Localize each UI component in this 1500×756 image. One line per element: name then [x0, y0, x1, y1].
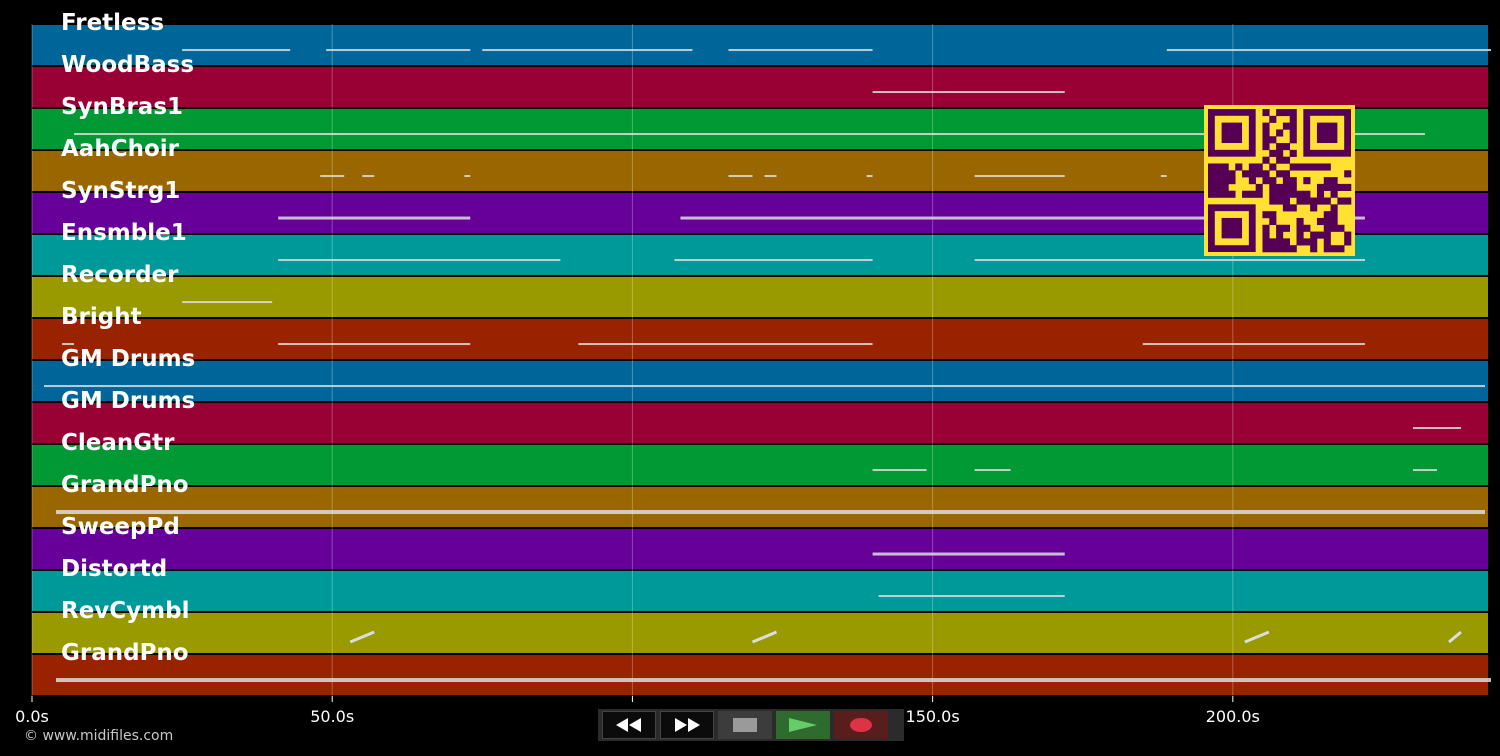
- note-segment: [728, 175, 753, 178]
- note-segment: [278, 259, 561, 262]
- track-band: [32, 529, 1488, 569]
- track-name: Ensmble1: [61, 220, 187, 246]
- note-segment: [764, 175, 777, 178]
- note-segment: [872, 469, 927, 472]
- track-name: Bright: [61, 304, 142, 330]
- track-band: [32, 613, 1488, 653]
- track-name: GrandPno: [61, 640, 189, 666]
- note-segment: [464, 175, 471, 178]
- note-segment: [278, 216, 471, 220]
- track-name: RevCymbl: [61, 598, 190, 624]
- qr-code-icon: [1204, 105, 1355, 256]
- play-button[interactable]: [776, 711, 830, 739]
- track-name: Recorder: [61, 262, 179, 288]
- note-segment: [278, 343, 471, 346]
- track-band: [32, 655, 1488, 695]
- note-segment: [182, 49, 291, 52]
- note-segment: [74, 133, 1425, 136]
- note-segment: [1244, 630, 1270, 644]
- track-name: CleanGtr: [61, 430, 175, 456]
- record-button[interactable]: [834, 711, 888, 739]
- fast-forward-button[interactable]: [660, 711, 714, 739]
- track-name: WoodBass: [61, 52, 195, 78]
- time-tick-label: 200.0s: [1205, 707, 1260, 726]
- note-segment: [1412, 469, 1437, 472]
- note-segment: [62, 343, 75, 346]
- stop-button[interactable]: [718, 711, 772, 739]
- note-segment: [482, 49, 693, 52]
- note-segment: [751, 630, 778, 644]
- stop-icon: [733, 718, 757, 732]
- play-icon: [789, 718, 817, 732]
- track-name: AahChoir: [61, 136, 179, 162]
- note-segment: [320, 175, 345, 178]
- note-segment: [680, 216, 1365, 220]
- note-segment: [866, 175, 873, 178]
- note-segment: [182, 301, 273, 304]
- track-name: SweepPd: [61, 514, 180, 540]
- note-segment: [974, 259, 1365, 262]
- track-name: Distortd: [61, 556, 168, 582]
- track-band: [32, 571, 1488, 611]
- note-segment: [56, 510, 1485, 515]
- note-segment: [872, 91, 1065, 94]
- note-segment: [578, 343, 873, 346]
- note-segment: [1160, 175, 1167, 178]
- time-tick-label: 150.0s: [905, 707, 960, 726]
- note-segment: [974, 175, 1065, 178]
- note-segment: [349, 630, 375, 644]
- track-band: [32, 445, 1488, 485]
- note-segment: [1166, 49, 1492, 52]
- track-band: [32, 25, 1488, 65]
- note-segment: [974, 469, 1011, 472]
- transport-controls: [598, 709, 904, 741]
- track-name: GM Drums: [61, 346, 196, 372]
- rewind-button[interactable]: [602, 711, 656, 739]
- track-band: [32, 487, 1488, 527]
- time-tick-label: 0.0s: [15, 707, 49, 726]
- record-icon: [850, 718, 872, 732]
- track-band: [32, 403, 1488, 443]
- track-name: Fretless: [61, 10, 165, 36]
- fast-forward-icon: [675, 718, 700, 732]
- track-band: [32, 319, 1488, 359]
- track-band: [32, 67, 1488, 107]
- note-segment: [56, 678, 1492, 683]
- track-name: SynStrg1: [61, 178, 181, 204]
- note-segment: [872, 552, 1065, 556]
- note-segment: [326, 49, 471, 52]
- note-segment: [44, 385, 1485, 388]
- track-band: [32, 277, 1488, 317]
- note-segment: [728, 49, 873, 52]
- copyright-text: © www.midifiles.com: [24, 728, 174, 744]
- note-segment: [1412, 427, 1461, 430]
- note-segment: [878, 595, 1065, 598]
- note-segment: [1142, 343, 1365, 346]
- note-segment: [1448, 630, 1462, 644]
- note-segment: [362, 175, 375, 178]
- track-name: GM Drums: [61, 388, 196, 414]
- rewind-icon: [616, 718, 641, 732]
- track-name: GrandPno: [61, 472, 189, 498]
- note-segment: [674, 259, 873, 262]
- track-name: SynBras1: [61, 94, 184, 120]
- time-tick-label: 50.0s: [310, 707, 355, 726]
- track-band: [32, 361, 1488, 401]
